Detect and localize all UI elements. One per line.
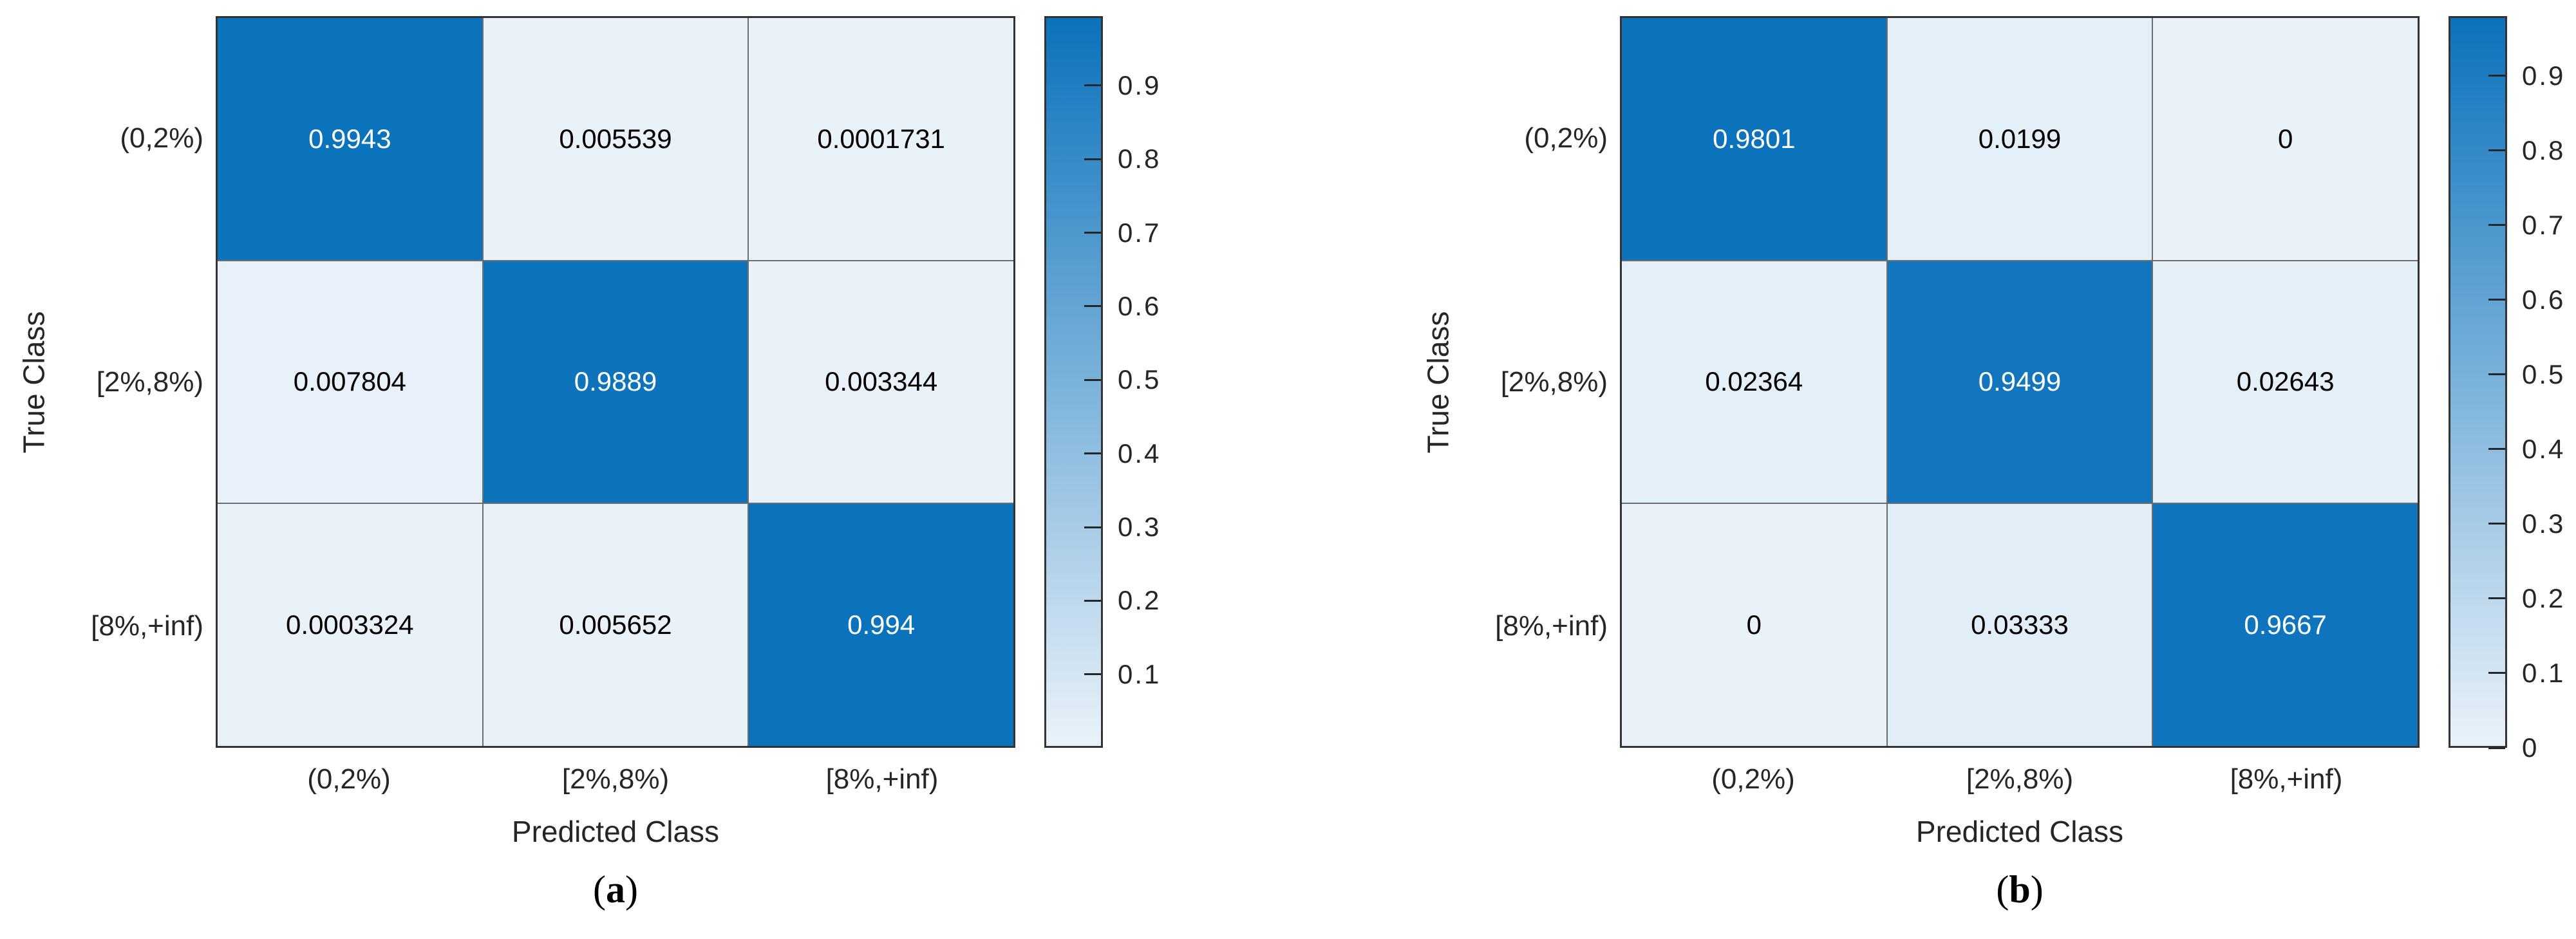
colorbar-tick-label: 0.1 xyxy=(2522,657,2566,688)
colorbar-tick-label: 0.8 xyxy=(2522,135,2566,165)
colorbar-tick-label: 0.4 xyxy=(2522,433,2566,464)
colorbar-tick-mark xyxy=(2488,747,2505,749)
x-axis-title: Predicted Class xyxy=(1915,815,2124,848)
matrix-cell: 0 xyxy=(2153,18,2418,260)
y-tick-label: [8%,+inf) xyxy=(91,609,203,642)
colorbar-tick-mark xyxy=(1084,673,1101,676)
panel-caption: (b) xyxy=(1620,868,2420,912)
matrix-cell: 0.02364 xyxy=(1622,261,1886,503)
colorbar-tick-label: 0.8 xyxy=(1118,144,1161,174)
colorbar-tick-mark xyxy=(2488,523,2505,525)
x-tick-label: [8%,+inf) xyxy=(825,763,939,795)
colorbar-tick-label: 0.5 xyxy=(2522,358,2566,389)
x-tick-label: [2%,8%) xyxy=(561,763,670,795)
matrix-grid: 0.9801 0.0199 0 0.02364 0.9499 0.02643 0 0.0333… xyxy=(1620,16,2420,748)
colorbar-tick-mark xyxy=(1084,378,1101,381)
colorbar-tick-mark xyxy=(1084,599,1101,602)
matrix-cell: 0.0003324 xyxy=(218,504,482,746)
colorbar-tick-label: 0 xyxy=(2522,732,2539,763)
colorbar-tick-label: 0.3 xyxy=(2522,508,2566,539)
colorbar-tick-mark xyxy=(1084,84,1101,87)
matrix-cell: 0.0199 xyxy=(1887,18,2152,260)
colorbar-tick-label: 0.9 xyxy=(2522,60,2566,91)
x-axis-title: Predicted Class xyxy=(511,815,720,848)
caption-paren-close: ) xyxy=(625,868,638,911)
colorbar-tick-mark xyxy=(1084,232,1101,234)
matrix-cell: 0 xyxy=(1622,504,1886,746)
x-tick-label: (0,2%) xyxy=(307,763,391,795)
matrix-grid: 0.9943 0.005539 0.0001731 0.007804 0.9889 0.0… xyxy=(216,16,1015,748)
y-tick-labels: (0,2%) [2%,8%) [8%,+inf) xyxy=(1404,16,1608,748)
panel-caption: (a) xyxy=(216,868,1015,912)
colorbar-tick-mark xyxy=(2488,224,2505,227)
y-tick-label: (0,2%) xyxy=(120,122,203,154)
caption-paren-close: ) xyxy=(2030,868,2044,911)
matrix-cell: 0.9499 xyxy=(1887,261,2152,503)
x-tick-labels: (0,2%) [2%,8%) [8%,+inf) xyxy=(216,763,1015,795)
matrix-cell: 0.005652 xyxy=(483,504,748,746)
confusion-matrix-figure-b: True Class (0,2%) [2%,8%) [8%,+inf) 0.9801… xyxy=(1404,0,2576,939)
matrix-cell: 0.9943 xyxy=(218,18,482,260)
matrix-cell: 0.003344 xyxy=(749,261,1013,503)
colorbar-tick-label: 0.6 xyxy=(2522,284,2566,315)
y-tick-label: [8%,+inf) xyxy=(1495,609,1608,642)
colorbar-tick-label: 0.3 xyxy=(1118,512,1161,543)
colorbar-tick-label: 0.2 xyxy=(2522,582,2566,613)
colorbar-tick-mark xyxy=(2488,75,2505,77)
colorbar-tick-mark xyxy=(2488,149,2505,152)
matrix-cell: 0.0001731 xyxy=(749,18,1013,260)
matrix-cell: 0.03333 xyxy=(1887,504,2152,746)
colorbar-tick-label: 0.7 xyxy=(1118,217,1161,248)
matrix-cell: 0.9801 xyxy=(1622,18,1886,260)
matrix-cell: 0.994 xyxy=(749,504,1013,746)
colorbar xyxy=(1044,16,1103,748)
caption-letter: b xyxy=(2009,868,2031,911)
colorbar-tick-label: 0.6 xyxy=(1118,290,1161,321)
y-tick-label: [2%,8%) xyxy=(96,366,203,398)
colorbar-tick-mark xyxy=(1084,158,1101,160)
colorbar-tick-label: 0.4 xyxy=(1118,438,1161,469)
x-tick-label: (0,2%) xyxy=(1711,763,1795,795)
x-tick-label: [8%,+inf) xyxy=(2230,763,2343,795)
colorbar-tick-label: 0.5 xyxy=(1118,364,1161,395)
matrix-cell: 0.9667 xyxy=(2153,504,2418,746)
matrix-cell: 0.005539 xyxy=(483,18,748,260)
colorbar-tick-label: 0.7 xyxy=(2522,209,2566,240)
caption-paren-open: ( xyxy=(1996,868,2009,911)
y-tick-label: (0,2%) xyxy=(1524,122,1608,154)
matrix-cell: 0.02643 xyxy=(2153,261,2418,503)
colorbar-tick-mark xyxy=(2488,373,2505,376)
colorbar-tick-mark xyxy=(2488,672,2505,674)
caption-letter: a xyxy=(606,868,625,911)
colorbar-tick-mark xyxy=(1084,305,1101,308)
matrix-cell: 0.007804 xyxy=(218,261,482,503)
colorbar-tick-label: 0.1 xyxy=(1118,658,1161,689)
confusion-matrix-figure-a: True Class (0,2%) [2%,8%) [8%,+inf) 0.9943… xyxy=(0,0,1223,939)
colorbar-tick-mark xyxy=(2488,448,2505,451)
colorbar-tick-mark xyxy=(2488,597,2505,600)
colorbar-tick-label: 0.9 xyxy=(1118,70,1161,100)
colorbar-tick-mark xyxy=(2488,299,2505,301)
colorbar xyxy=(2449,16,2507,748)
x-tick-labels: (0,2%) [2%,8%) [8%,+inf) xyxy=(1620,763,2420,795)
caption-paren-open: ( xyxy=(593,868,606,911)
colorbar-tick-mark xyxy=(1084,526,1101,528)
matrix-cell: 0.9889 xyxy=(483,261,748,503)
x-tick-label: [2%,8%) xyxy=(1966,763,2074,795)
y-tick-label: [2%,8%) xyxy=(1500,366,1608,398)
colorbar-tick-mark xyxy=(1084,452,1101,455)
y-tick-labels: (0,2%) [2%,8%) [8%,+inf) xyxy=(0,16,203,748)
colorbar-tick-label: 0.2 xyxy=(1118,585,1161,616)
